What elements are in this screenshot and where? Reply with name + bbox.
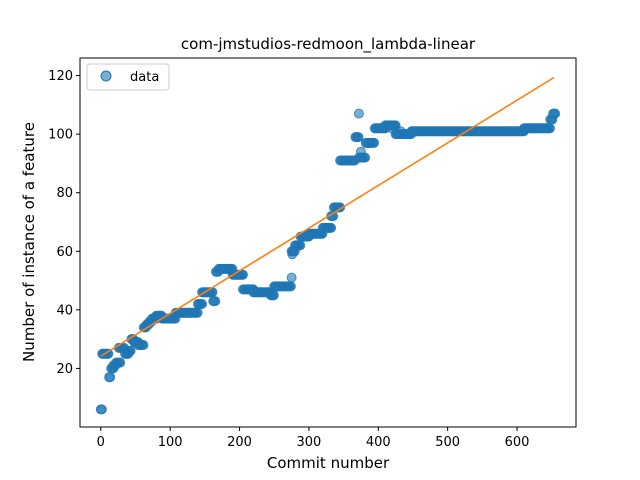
x-tick-label: 500 bbox=[435, 435, 460, 450]
x-tick-label: 0 bbox=[97, 435, 105, 450]
y-tick-label: 100 bbox=[48, 128, 73, 143]
data-point bbox=[356, 146, 366, 157]
x-tick-label: 100 bbox=[158, 435, 183, 450]
data-point bbox=[387, 123, 398, 134]
data-point bbox=[285, 281, 296, 292]
y-tick-label: 60 bbox=[56, 245, 73, 260]
fit-line bbox=[100, 76, 555, 357]
x-axis: 0 100 200 300 400 500 600 bbox=[97, 427, 530, 450]
data-point bbox=[115, 357, 126, 368]
y-axis: 20 40 60 80 100 120 bbox=[48, 69, 80, 377]
data-point bbox=[96, 404, 107, 415]
data-point bbox=[353, 132, 364, 143]
data-point bbox=[326, 222, 337, 233]
data-point bbox=[364, 137, 375, 148]
data-point bbox=[192, 307, 203, 318]
plot-area-frame bbox=[79, 57, 577, 428]
legend-marker bbox=[100, 70, 112, 82]
chart-title: com-jmstudios-redmoon_lambda-linear bbox=[181, 35, 476, 54]
legend-entry-data: data bbox=[130, 70, 159, 85]
x-tick-label: 400 bbox=[366, 435, 391, 450]
fit-line-layer bbox=[100, 76, 555, 357]
data-point bbox=[138, 340, 149, 350]
data-point bbox=[125, 345, 136, 356]
data-point bbox=[197, 299, 208, 309]
y-tick-label: 20 bbox=[56, 362, 73, 377]
x-tick-label: 300 bbox=[297, 435, 322, 450]
data-point bbox=[545, 123, 555, 134]
y-tick-label: 120 bbox=[48, 69, 73, 84]
data-point bbox=[395, 126, 406, 137]
data-points bbox=[95, 108, 561, 415]
data-point bbox=[268, 290, 279, 301]
data-point bbox=[286, 272, 297, 283]
data-point bbox=[238, 269, 248, 280]
data-point bbox=[295, 240, 306, 251]
y-axis-title: Number of instance of a feature bbox=[20, 122, 38, 362]
y-tick-label: 40 bbox=[56, 303, 73, 318]
data-point bbox=[287, 249, 298, 260]
y-tick-label: 80 bbox=[56, 186, 73, 201]
data-point bbox=[550, 108, 561, 119]
x-tick-label: 200 bbox=[227, 435, 252, 450]
data-point bbox=[210, 296, 221, 307]
data-point bbox=[105, 372, 116, 383]
x-tick-label: 600 bbox=[505, 435, 530, 450]
legend-box bbox=[86, 63, 170, 91]
x-axis-title: Commit number bbox=[267, 454, 390, 472]
data-point bbox=[353, 108, 364, 119]
legend: data bbox=[86, 63, 170, 91]
